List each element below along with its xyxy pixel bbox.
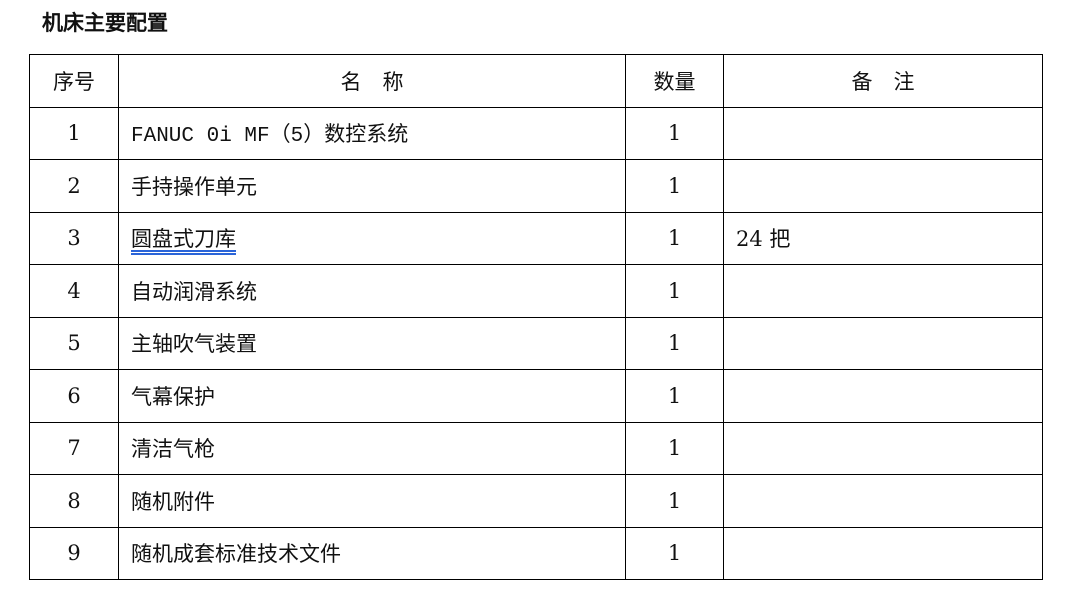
- cell-no: 9: [29, 526, 119, 580]
- cell-note-text: 24 把: [736, 227, 791, 252]
- cell-name: 随机成套标准技术文件: [118, 526, 626, 580]
- header-qty: 数量: [625, 54, 724, 108]
- cell-name-text: 自动润滑系统: [131, 279, 257, 304]
- cell-name: FANUC 0i MF（5）数控系统: [118, 106, 626, 160]
- table-row: 7 清洁气枪 1: [29, 421, 1043, 475]
- cell-name-text: 气幕保护: [131, 384, 215, 409]
- header-no: 序号: [29, 54, 119, 108]
- cell-no-text: 3: [67, 226, 81, 251]
- cell-name: 随机附件: [118, 474, 626, 528]
- config-table: 序号 名 称 数量 备 注 1 FANUC 0i MF（5）数控系统 1 2 手持操作单…: [29, 54, 1043, 580]
- cell-no-text: 6: [67, 383, 81, 408]
- cell-qty-text: 1: [667, 331, 682, 356]
- table-row: 9 随机成套标准技术文件 1: [29, 526, 1043, 580]
- cell-name: 清洁气枪: [118, 421, 626, 475]
- cell-qty: 1: [625, 211, 724, 265]
- cell-qty: 1: [625, 159, 724, 213]
- cell-no: 4: [29, 264, 119, 318]
- cell-name-text: 主轴吹气装置: [131, 332, 257, 357]
- cell-no: 5: [29, 316, 119, 370]
- cell-name-text: FANUC 0i MF（5）数控系统: [131, 125, 409, 149]
- cell-no: 7: [29, 421, 119, 475]
- cell-qty-text: 1: [667, 488, 682, 513]
- table-row: 6 气幕保护 1: [29, 369, 1043, 423]
- cell-name-text: 圆盘式刀库: [131, 227, 236, 252]
- cell-qty-text: 1: [667, 173, 682, 198]
- cell-qty: 1: [625, 369, 724, 423]
- cell-qty: 1: [625, 316, 724, 370]
- cell-no: 6: [29, 369, 119, 423]
- cell-name-text: 随机附件: [131, 489, 215, 514]
- cell-qty: 1: [625, 421, 724, 475]
- cell-qty: 1: [625, 474, 724, 528]
- cell-no: 1: [29, 106, 119, 160]
- cell-qty-text: 1: [667, 121, 682, 146]
- table-row: 8 随机附件 1: [29, 474, 1043, 528]
- cell-name: 气幕保护: [118, 369, 626, 423]
- cell-no-text: 5: [67, 331, 81, 356]
- cell-qty: 1: [625, 264, 724, 318]
- cell-note: [723, 316, 1043, 370]
- cell-no: 2: [29, 159, 119, 213]
- cell-note: [723, 264, 1043, 318]
- cell-name: 圆盘式刀库: [118, 211, 626, 265]
- table-row: 4 自动润滑系统 1: [29, 264, 1043, 318]
- table-row: 3 圆盘式刀库 1 24 把: [29, 211, 1043, 265]
- cell-no: 3: [29, 211, 119, 265]
- cell-name: 主轴吹气装置: [118, 316, 626, 370]
- cell-qty: 1: [625, 526, 724, 580]
- table-row: 1 FANUC 0i MF（5）数控系统 1: [29, 106, 1043, 160]
- document-title: 机床主要配置: [42, 10, 168, 35]
- cell-qty-text: 1: [667, 436, 682, 461]
- cell-note: [723, 526, 1043, 580]
- cell-no-text: 1: [67, 121, 81, 146]
- cell-no-text: 8: [67, 488, 81, 513]
- cell-note: [723, 421, 1043, 475]
- cell-qty-text: 1: [667, 383, 682, 408]
- cell-qty-text: 1: [667, 541, 682, 566]
- cell-note: [723, 106, 1043, 160]
- cell-note: [723, 159, 1043, 213]
- header-name: 名 称: [118, 54, 626, 108]
- cell-name: 自动润滑系统: [118, 264, 626, 318]
- cell-name-text: 随机成套标准技术文件: [131, 542, 341, 567]
- cell-no-text: 9: [67, 541, 81, 566]
- cell-no: 8: [29, 474, 119, 528]
- table-header-row: 序号 名 称 数量 备 注: [29, 54, 1043, 108]
- cell-no-text: 2: [67, 173, 81, 198]
- cell-name-text: 清洁气枪: [131, 437, 215, 462]
- cell-note: [723, 369, 1043, 423]
- cell-no-text: 7: [67, 436, 81, 461]
- cell-qty: 1: [625, 106, 724, 160]
- table-row: 5 主轴吹气装置 1: [29, 316, 1043, 370]
- cell-name-text: 手持操作单元: [131, 174, 257, 199]
- cell-name: 手持操作单元: [118, 159, 626, 213]
- cell-note: [723, 474, 1043, 528]
- table-row: 2 手持操作单元 1: [29, 159, 1043, 213]
- cell-no-text: 4: [67, 278, 81, 303]
- cell-qty-text: 1: [667, 226, 682, 251]
- cell-qty-text: 1: [667, 278, 682, 303]
- header-note: 备 注: [723, 54, 1043, 108]
- cell-note: 24 把: [723, 211, 1043, 265]
